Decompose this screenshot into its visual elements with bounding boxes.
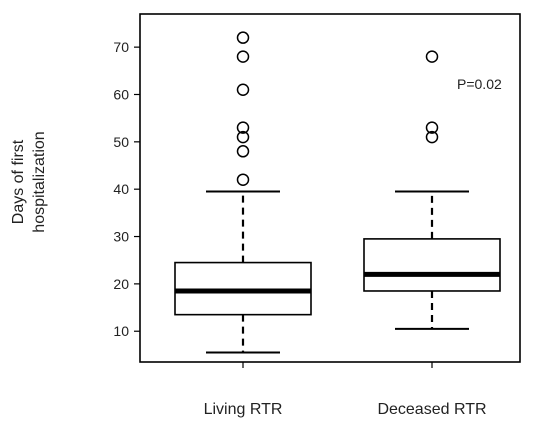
x-category-label-0: Living RTR: [204, 401, 283, 418]
outlier-point-0-0: [236, 173, 250, 186]
outlier-point-0-4: [236, 83, 250, 97]
x-category-label-1: Deceased RTR: [377, 401, 486, 418]
box-1: [363, 238, 501, 292]
outlier-point-0-5: [236, 50, 250, 63]
outlier-point-1-0: [425, 130, 439, 144]
y-tick-label-60: 60: [113, 86, 129, 102]
y-axis-label-line-2: hospitalization: [31, 131, 48, 232]
y-axis-label-line-1: Days of first: [10, 139, 27, 224]
y-tick-label-20: 20: [113, 276, 129, 292]
y-tick-label-40: 40: [113, 181, 129, 197]
outlier-point-0-6: [236, 31, 250, 44]
y-axis-label: Days of first hospitalization: [10, 131, 48, 232]
plot-area: 10 20 30 40 50 60 70 Living RTR Deceased RTR: [113, 13, 521, 418]
outlier-point-0-2: [236, 130, 250, 144]
y-tick-label-50: 50: [113, 134, 129, 150]
plot-frame: [139, 13, 521, 363]
outlier-point-0-1: [236, 145, 250, 158]
y-tick-label-10: 10: [113, 323, 129, 339]
outlier-point-1-1: [425, 121, 439, 134]
outlier-point-1-2: [425, 50, 439, 63]
p-value-annotation: P=0.02: [457, 76, 502, 92]
y-tick-label-70: 70: [113, 39, 129, 55]
outlier-point-0-3: [236, 121, 250, 134]
y-tick-label-30: 30: [113, 229, 129, 245]
